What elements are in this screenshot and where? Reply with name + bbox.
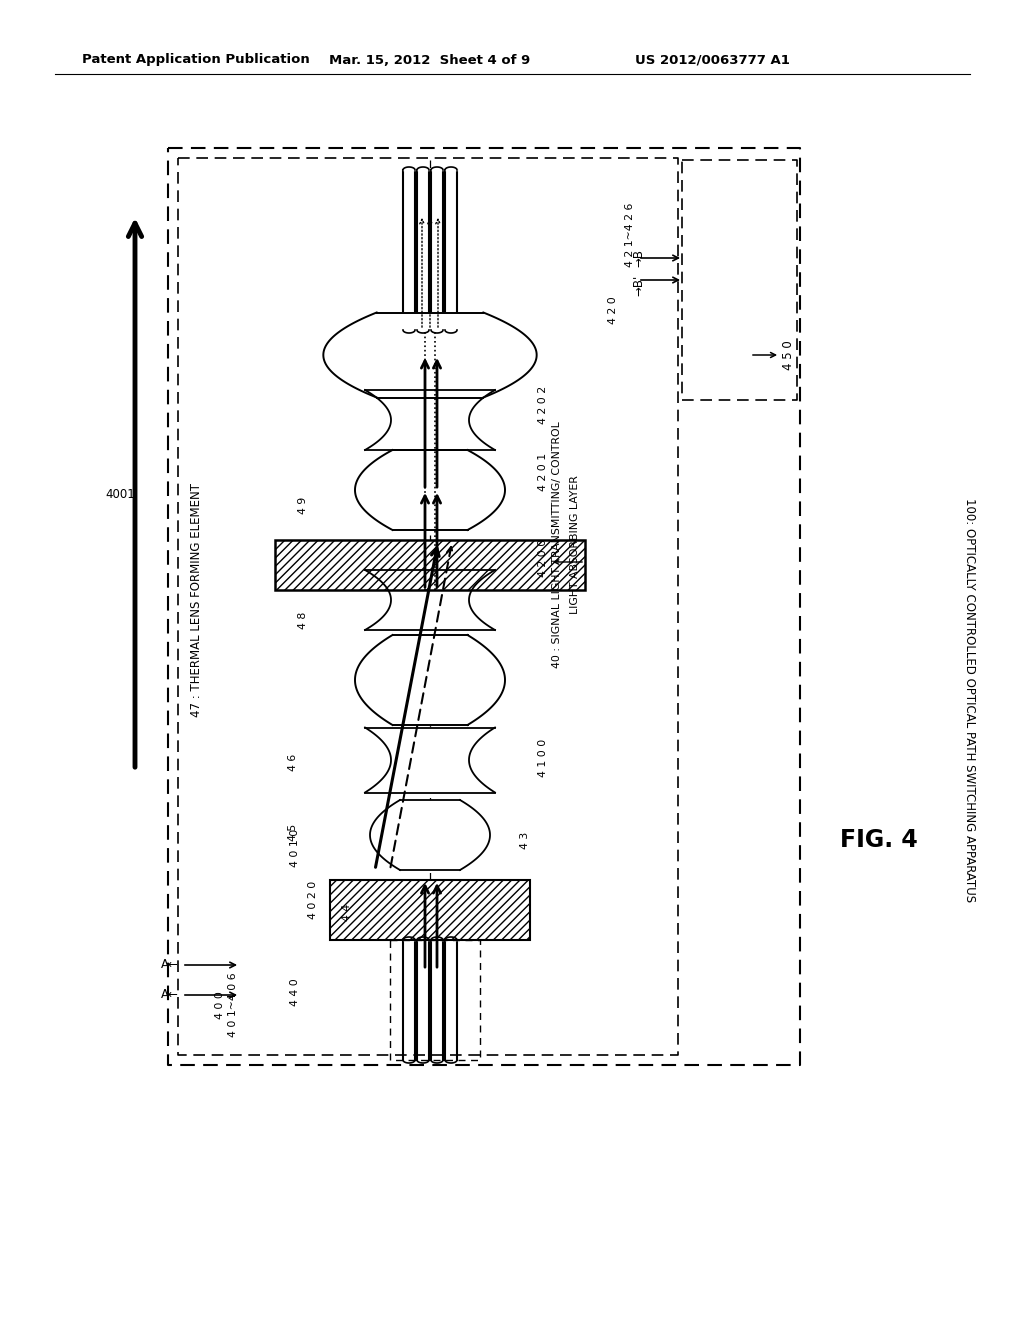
- Text: 4 2 0: 4 2 0: [608, 296, 618, 323]
- Text: 4 0 1 0: 4 0 1 0: [290, 829, 300, 867]
- Bar: [330, 880, 530, 940]
- Text: 40 : SIGNAL LIGHT TRANSMITTING/ CONTROL: 40 : SIGNAL LIGHT TRANSMITTING/ CONTROL: [552, 421, 562, 668]
- Text: 4 8: 4 8: [298, 611, 308, 628]
- Text: →B: →B: [632, 249, 645, 267]
- Text: LIGHT ABSORBING LAYER: LIGHT ABSORBING LAYER: [570, 475, 580, 614]
- Text: 4001: 4001: [105, 488, 135, 502]
- Text: 4 2 0 2: 4 2 0 2: [538, 385, 548, 424]
- Text: 4 3: 4 3: [520, 832, 530, 849]
- Text: 4 0 2 0: 4 0 2 0: [308, 880, 318, 919]
- Text: 4 1 0 0: 4 1 0 0: [538, 739, 548, 777]
- Text: 4 2 0 1: 4 2 0 1: [538, 453, 548, 491]
- Text: 4 6: 4 6: [288, 754, 298, 771]
- Text: 47 : THERMAL LENS FORMING ELEMENT: 47 : THERMAL LENS FORMING ELEMENT: [190, 483, 203, 717]
- Text: 4 0 1~4 0 6: 4 0 1~4 0 6: [228, 973, 238, 1038]
- Text: A←: A←: [161, 958, 179, 972]
- Text: →B': →B': [632, 275, 645, 296]
- Text: 4 9: 4 9: [298, 496, 308, 513]
- Bar: [275, 540, 585, 590]
- Text: Patent Application Publication: Patent Application Publication: [82, 54, 309, 66]
- Text: 4 5: 4 5: [288, 824, 298, 841]
- Text: 4 2 0 0: 4 2 0 0: [538, 539, 548, 577]
- Text: 4 2 1~4 2 6: 4 2 1~4 2 6: [625, 203, 635, 267]
- Text: 4 5 0: 4 5 0: [782, 341, 795, 370]
- Text: A←: A←: [161, 989, 179, 1002]
- Text: 4 4: 4 4: [342, 903, 352, 920]
- Text: 100: OPTICALLY CONTROLLED OPTICAL PATH SWITCHING APPARATUS: 100: OPTICALLY CONTROLLED OPTICAL PATH S…: [964, 498, 977, 902]
- Text: 4 4 0: 4 4 0: [290, 978, 300, 1006]
- Text: US 2012/0063777 A1: US 2012/0063777 A1: [635, 54, 790, 66]
- Text: FIG. 4: FIG. 4: [840, 828, 918, 851]
- Text: 4 0 0: 4 0 0: [215, 991, 225, 1019]
- Text: Mar. 15, 2012  Sheet 4 of 9: Mar. 15, 2012 Sheet 4 of 9: [330, 54, 530, 66]
